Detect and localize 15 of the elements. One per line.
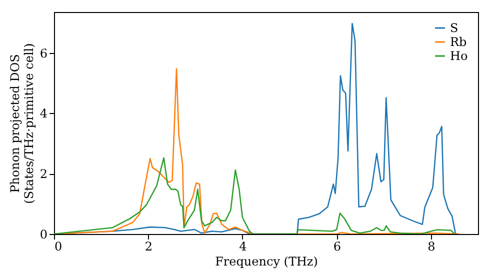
- x-tick-label: 6: [333, 240, 341, 254]
- x-tick-label: 4: [239, 240, 248, 254]
- y-axis-title: Phonon projected DOS (States/THz·primitive cell): [8, 43, 36, 204]
- y-tick-label: 4: [40, 106, 48, 121]
- x-axis-title: Frequency (THz): [215, 254, 318, 268]
- x-tick-label: 0: [54, 240, 62, 254]
- legend-label: Ho: [450, 49, 468, 63]
- y-tick-label: 0: [40, 228, 48, 242]
- y-tick-label: 2: [40, 167, 48, 182]
- x-tick-label: 8: [428, 240, 436, 254]
- legend-label: S: [450, 21, 458, 35]
- line-series: [54, 157, 456, 234]
- y-tick-label: 6: [40, 46, 48, 60]
- x-tick-label: 2: [144, 240, 153, 254]
- legend-label: Rb: [450, 35, 468, 49]
